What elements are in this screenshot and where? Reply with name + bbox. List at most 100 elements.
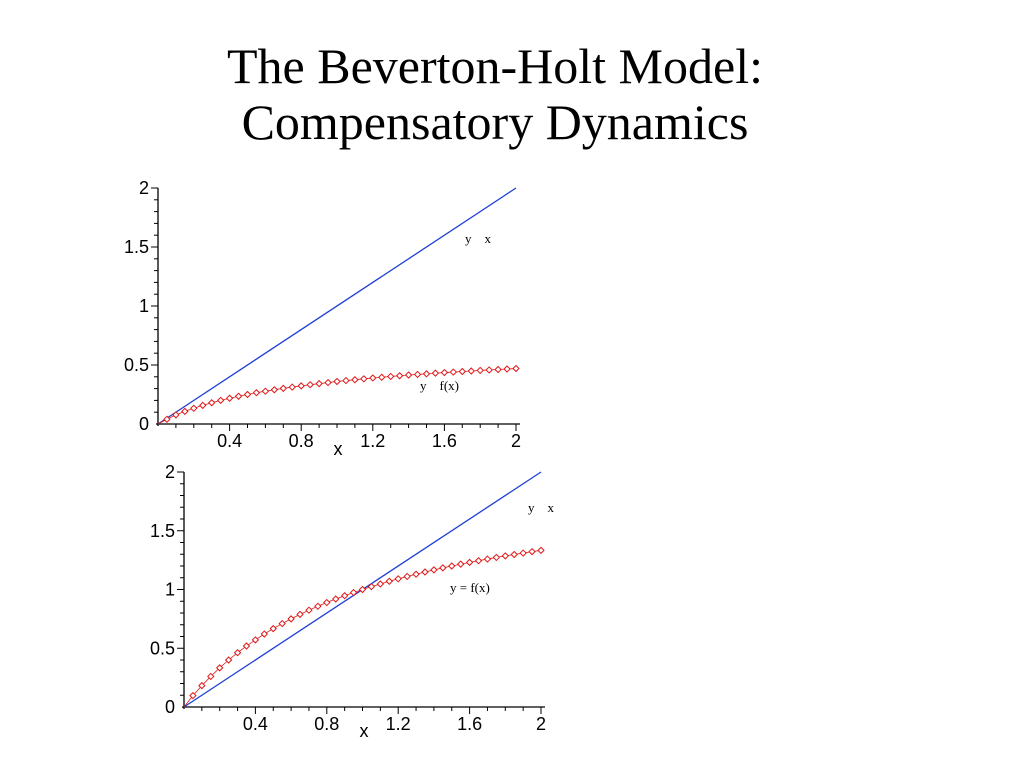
model-curve-point [465, 558, 474, 567]
model-annotation: y f(x) [420, 378, 459, 393]
model-curve-point [279, 384, 288, 393]
model-curve-point [483, 555, 492, 563]
model-annotation: y = f(x) [450, 580, 490, 595]
model-curve-point [207, 399, 216, 407]
model-curve-point [351, 376, 359, 384]
y-tick-label: 1.5 [124, 237, 149, 257]
model-curve-point [501, 552, 510, 560]
y-tick-label: 1 [139, 296, 149, 316]
model-curve-point [181, 407, 189, 416]
model-curve-point [269, 624, 277, 633]
model-curve-point [404, 371, 413, 379]
model-curve-point [503, 365, 511, 373]
identity-annotation: y x [465, 231, 492, 246]
x-tick-label: 1.2 [360, 431, 385, 451]
model-curve-point [287, 615, 295, 623]
model-curve-point [510, 550, 518, 559]
model-curve-point [467, 367, 475, 375]
x-tick-label: 1.6 [432, 431, 457, 451]
model-curve-point [519, 549, 527, 557]
model-curve-point [385, 577, 393, 585]
model-curve-point [207, 672, 215, 681]
model-curve-point [324, 378, 332, 387]
model-curve-point [296, 610, 304, 619]
model-curve-point [485, 366, 493, 374]
model-curve-point [494, 365, 502, 374]
model-curve-point [297, 382, 305, 390]
model-curve-point [376, 580, 385, 588]
model-curve-point [474, 557, 483, 565]
title-line-1: The Beverton-Holt Model: [227, 38, 763, 94]
x-tick-label: 1.2 [386, 714, 411, 734]
x-tick-label: 0.4 [243, 714, 268, 734]
identity-annotation: y x [528, 500, 555, 515]
model-curve-point [243, 390, 252, 399]
model-curve-point [198, 681, 206, 690]
model-curve-point [199, 401, 207, 410]
y-tick-label: 0.5 [150, 638, 175, 658]
model-curve-point [260, 630, 269, 638]
model-curve-point [456, 560, 465, 568]
model-curve-point [270, 386, 279, 394]
model-curve-point [215, 664, 224, 672]
model-curve-line [183, 549, 542, 708]
model-curve-point [333, 377, 341, 386]
model-curve-point [492, 553, 501, 562]
model-curve-point [369, 374, 377, 382]
model-curve-point [252, 389, 261, 397]
model-curve-point [430, 566, 438, 574]
x-tick-label: 0.4 [217, 431, 242, 451]
model-curve-point [458, 367, 467, 376]
y-tick-label: 1 [165, 580, 175, 600]
y-tick-label: 0.5 [124, 355, 149, 375]
model-curve-point [528, 547, 536, 556]
model-curve-point [439, 564, 447, 572]
y-tick-label: 0 [139, 414, 149, 434]
model-curve-point [172, 411, 180, 419]
model-curve-point [386, 372, 395, 381]
y-tick-label: 1.5 [150, 521, 175, 541]
model-curve-point [422, 370, 431, 378]
model-curve-point [342, 376, 350, 385]
model-curve-point [233, 649, 242, 657]
model-curve-point [367, 582, 376, 591]
model-curve-point [421, 568, 429, 576]
y-tick-label: 0 [165, 697, 175, 717]
model-curve-point [476, 366, 484, 375]
model-curve-point [403, 572, 411, 581]
model-curve-point [358, 585, 367, 594]
model-curve-point [314, 602, 322, 611]
x-tick-label: 0.8 [289, 431, 314, 451]
model-curve-point [190, 404, 198, 413]
model-curve-point [413, 370, 422, 379]
model-curve-point [323, 598, 331, 607]
model-curve-point [224, 656, 233, 664]
model-curve-point [394, 575, 402, 583]
model-curve-point [448, 562, 456, 570]
model-curve-point [340, 592, 349, 600]
model-curve-point [305, 606, 313, 614]
x-tick-label: 1.6 [457, 714, 482, 734]
model-curve-point [234, 392, 243, 400]
model-curve-point [163, 415, 171, 423]
model-curve-point [306, 380, 314, 389]
y-tick-label: 2 [139, 178, 149, 198]
model-curve-point [412, 570, 420, 578]
model-curve-point [449, 368, 458, 376]
model-curve-point [225, 394, 234, 402]
model-curve-point [349, 588, 358, 597]
x-axis-label: x [360, 721, 369, 741]
model-curve-point [378, 373, 386, 381]
x-tick-label: 2 [536, 714, 546, 734]
model-curve-point [315, 379, 323, 388]
y-tick-label: 2 [165, 462, 175, 482]
model-curve-point [512, 364, 520, 373]
title-line-2: Compensatory Dynamics [241, 94, 749, 150]
model-curve-point [440, 368, 449, 377]
model-curve-point [288, 383, 296, 391]
x-axis-label: x [334, 439, 343, 459]
identity-line [157, 187, 517, 425]
slide-title: The Beverton-Holt Model: Compensatory Dy… [0, 38, 990, 150]
